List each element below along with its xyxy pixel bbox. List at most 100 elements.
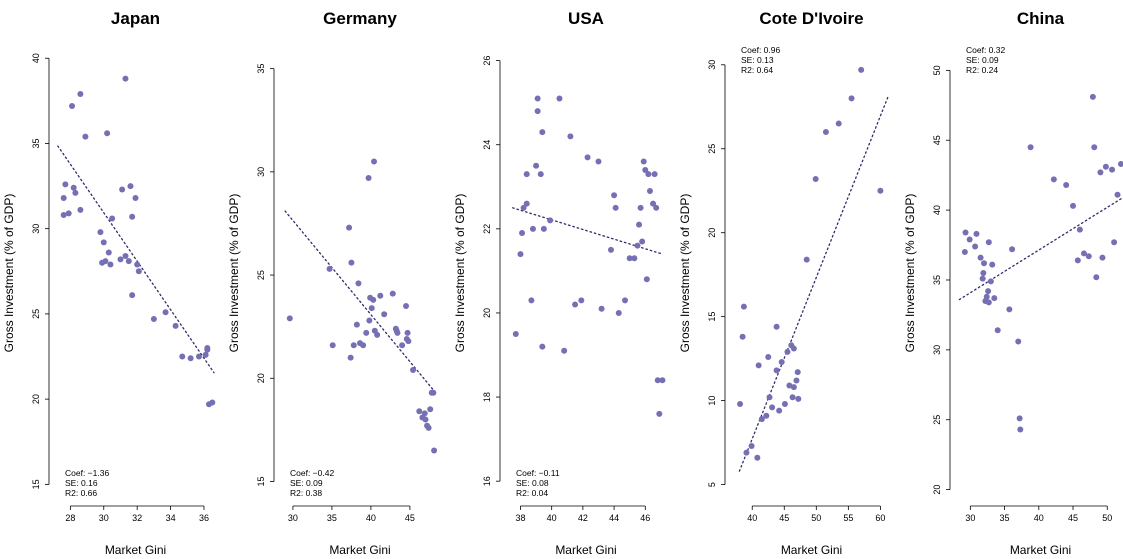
x-axis-label: Market Gini <box>329 543 390 557</box>
data-point <box>326 265 333 272</box>
data-point <box>405 338 412 345</box>
data-point <box>985 299 992 306</box>
x-tick-label: 28 <box>65 513 75 523</box>
stat-r2: R2: 0.24 <box>966 65 998 75</box>
data-point <box>987 278 994 285</box>
data-point <box>202 351 209 358</box>
data-point <box>659 377 666 384</box>
data-point <box>1009 246 1016 253</box>
x-tick-label: 42 <box>578 513 588 523</box>
data-point <box>622 297 628 304</box>
data-point <box>643 276 650 283</box>
y-tick-label: 45 <box>932 135 942 145</box>
y-tick-label: 30 <box>256 167 266 177</box>
panel-title: Japan <box>111 9 160 28</box>
data-point <box>556 95 563 102</box>
data-point <box>743 449 750 456</box>
data-point <box>366 317 373 324</box>
data-point <box>1085 253 1092 260</box>
data-point <box>1102 163 1109 170</box>
data-point <box>980 270 987 276</box>
stat-se: SE: 0.13 <box>741 55 774 65</box>
x-tick-label: 30 <box>99 513 109 523</box>
y-tick-label: 26 <box>482 56 492 66</box>
x-tick-label: 40 <box>547 513 557 523</box>
data-point <box>119 186 126 193</box>
y-tick-label: 30 <box>31 224 41 234</box>
y-tick-label: 15 <box>707 312 717 322</box>
data-point <box>389 290 396 297</box>
data-point <box>584 154 591 161</box>
data-point <box>431 447 438 454</box>
data-point <box>187 355 194 362</box>
y-tick-label: 10 <box>707 396 717 406</box>
data-point <box>129 292 136 299</box>
data-point <box>539 129 546 136</box>
y-axis-label: Gross Investment (% of GDP) <box>2 194 16 353</box>
data-point <box>966 236 973 243</box>
data-point <box>360 342 367 349</box>
data-point <box>1117 160 1123 167</box>
data-point <box>77 206 84 213</box>
data-point <box>425 424 432 431</box>
data-point <box>1070 202 1077 209</box>
data-point <box>769 404 776 411</box>
y-tick-label: 25 <box>707 144 717 154</box>
data-point <box>368 305 375 312</box>
y-tick-label: 15 <box>31 479 41 489</box>
y-tick-label: 30 <box>932 345 942 355</box>
data-point <box>1027 144 1034 151</box>
data-point <box>127 183 134 190</box>
data-point <box>421 410 428 417</box>
data-point <box>1111 239 1118 246</box>
data-point <box>422 416 429 423</box>
data-point <box>634 242 641 249</box>
data-point <box>109 215 116 222</box>
panel-china: China 20 25 30 35 40 45 50 30 35 40 45 50 Market Gini… <box>903 9 1123 557</box>
x-tick-label: 44 <box>609 513 619 523</box>
data-point <box>1076 226 1083 233</box>
panel-title: USA <box>568 9 604 28</box>
x-tick-label: 45 <box>1068 513 1078 523</box>
data-point <box>1089 93 1096 100</box>
data-point <box>377 292 384 299</box>
data-point <box>972 243 979 250</box>
data-point <box>125 258 132 265</box>
data-point <box>537 171 544 178</box>
data-point <box>529 225 536 232</box>
y-tick-label: 40 <box>31 53 41 63</box>
data-point <box>983 293 990 300</box>
data-point <box>961 249 968 256</box>
panel-title: Germany <box>323 9 397 28</box>
x-tick-label: 50 <box>1102 513 1112 523</box>
data-point <box>122 252 129 259</box>
data-point <box>534 108 541 115</box>
data-point <box>578 297 585 304</box>
data-point <box>848 95 855 102</box>
data-point <box>105 249 112 256</box>
data-point <box>790 384 797 391</box>
data-point <box>755 362 762 369</box>
y-tick-label: 20 <box>31 394 41 404</box>
data-point <box>77 91 84 98</box>
stat-se: SE: 0.09 <box>966 55 999 65</box>
y-tick-label: 22 <box>482 224 492 234</box>
data-point <box>1109 166 1116 173</box>
data-point <box>70 184 77 191</box>
regression-line <box>284 210 437 394</box>
data-point <box>650 200 657 207</box>
data-point <box>977 254 984 261</box>
data-point <box>985 239 992 246</box>
panel-germany: Germany 15 20 25 30 35 30 35 40 45 Market Gini Gros… <box>227 9 438 557</box>
data-point <box>69 102 76 109</box>
data-point <box>822 128 829 135</box>
data-point <box>122 75 129 82</box>
data-point <box>348 259 355 266</box>
data-point <box>346 224 353 231</box>
data-point <box>654 377 661 384</box>
data-point <box>646 187 653 194</box>
data-point <box>104 130 111 137</box>
data-point <box>430 389 437 396</box>
data-point <box>547 217 554 224</box>
data-point <box>355 280 362 287</box>
